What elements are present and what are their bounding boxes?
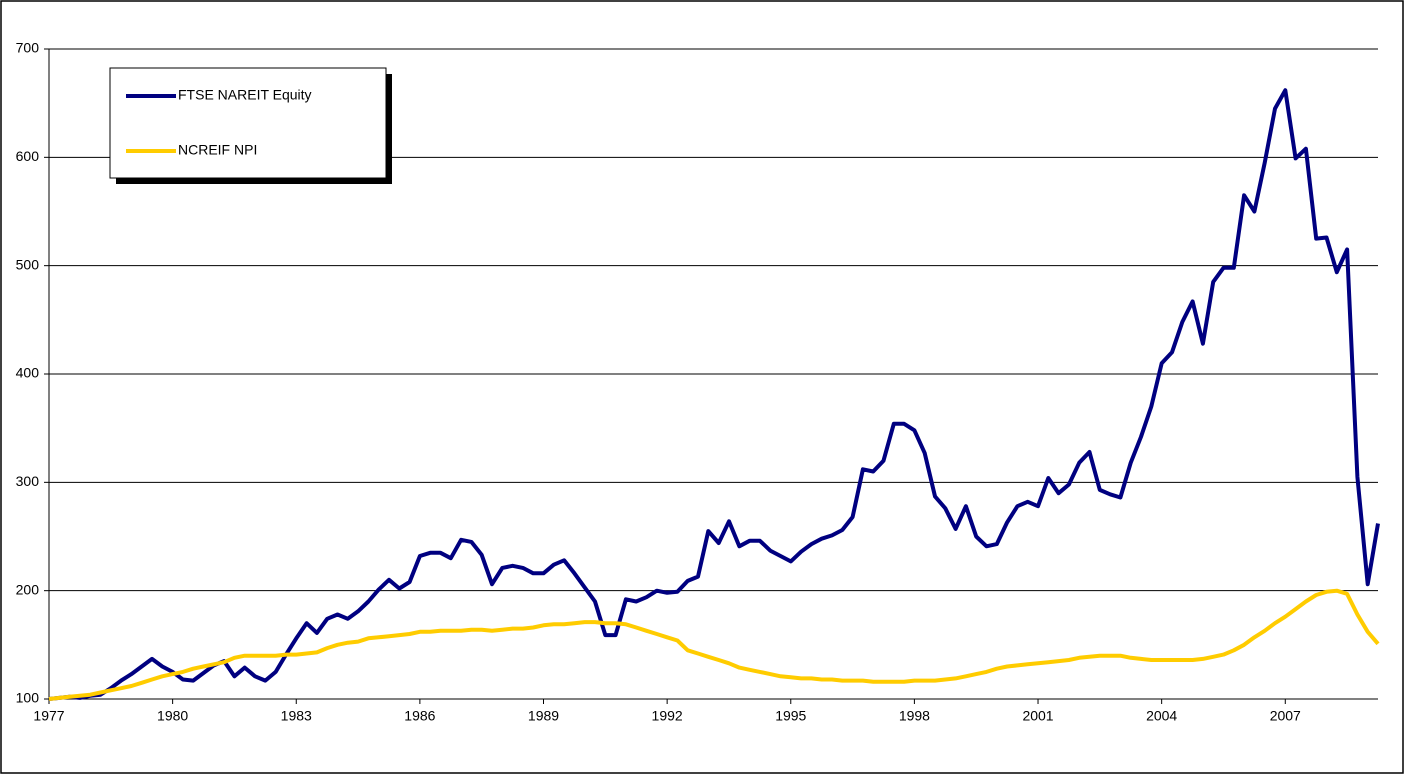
x-tick-label: 2001 xyxy=(1022,708,1053,724)
x-tick-label: 1992 xyxy=(652,708,683,724)
legend-label: NCREIF NPI xyxy=(178,142,257,158)
y-tick-label: 200 xyxy=(16,581,40,597)
y-tick-label: 600 xyxy=(16,148,40,164)
legend-box xyxy=(109,67,387,179)
x-tick-label: 1983 xyxy=(281,708,312,724)
y-tick-label: 300 xyxy=(16,473,40,489)
x-tick-label: 1989 xyxy=(528,708,559,724)
y-tick-label: 500 xyxy=(16,256,40,272)
x-tick-label: 2007 xyxy=(1270,708,1301,724)
x-tick-label: 1977 xyxy=(33,708,64,724)
x-tick-label: 2004 xyxy=(1146,708,1177,724)
x-tick-label: 1995 xyxy=(775,708,806,724)
legend: FTSE NAREIT Equity NCREIF NPI xyxy=(109,67,392,184)
x-tick-label: 1980 xyxy=(157,708,188,724)
y-tick-label: 400 xyxy=(16,365,40,381)
series-line xyxy=(48,588,1380,701)
x-tick-label: 1998 xyxy=(899,708,930,724)
y-tick-label: 700 xyxy=(16,40,40,56)
y-tick-label: 100 xyxy=(16,690,40,706)
legend-label: FTSE NAREIT Equity xyxy=(178,87,312,103)
x-tick-label: 1986 xyxy=(404,708,435,724)
series-line xyxy=(48,88,1380,701)
